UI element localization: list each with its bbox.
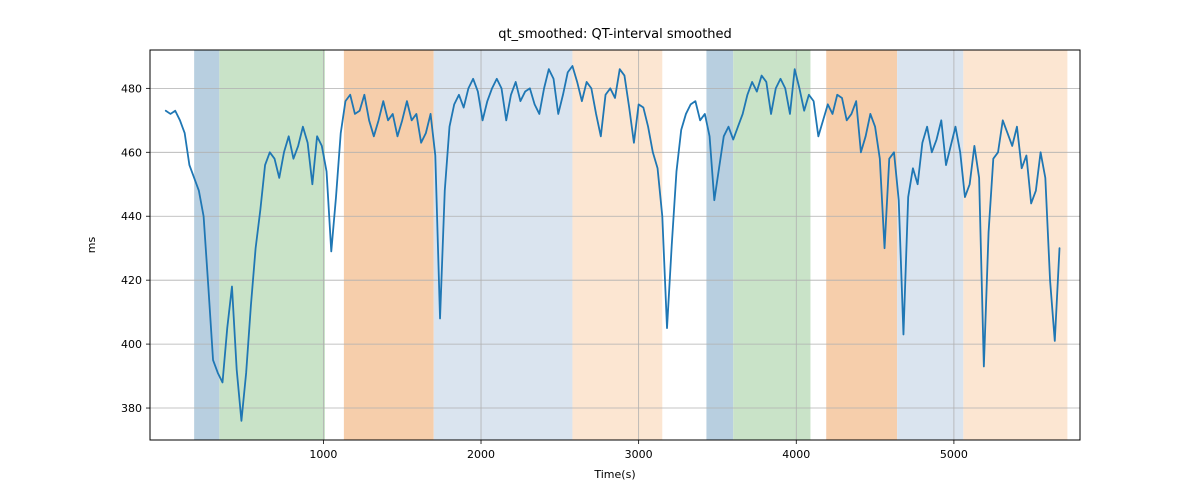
shaded-band [963,50,1067,440]
shaded-band [194,50,219,440]
x-tick-label: 3000 [625,448,653,461]
shaded-band [344,50,434,440]
y-tick-label: 380 [121,402,142,415]
x-axis-label: Time(s) [593,468,635,481]
shaded-band [572,50,662,440]
y-axis: 380 400 420 440 460 480 [121,82,150,415]
plot-area [150,50,1080,440]
y-tick-label: 400 [121,338,142,351]
chart-title: qt_smoothed: QT-interval smoothed [498,27,732,42]
y-tick-label: 480 [121,82,142,95]
shaded-band [434,50,573,440]
x-tick-label: 5000 [940,448,968,461]
shaded-band [826,50,897,440]
x-tick-label: 1000 [309,448,337,461]
x-tick-label: 2000 [467,448,495,461]
shaded-band [706,50,733,440]
y-axis-label: ms [85,237,98,254]
chart-container: qt_smoothed: QT-interval smoothed 1000 20… [0,0,1200,500]
shaded-band [219,50,325,440]
y-tick-label: 420 [121,274,142,287]
chart-svg: qt_smoothed: QT-interval smoothed 1000 20… [0,0,1200,500]
x-axis: 1000 2000 3000 4000 5000 [309,440,968,461]
y-tick-label: 460 [121,146,142,159]
y-tick-label: 440 [121,210,142,223]
x-tick-label: 4000 [782,448,810,461]
